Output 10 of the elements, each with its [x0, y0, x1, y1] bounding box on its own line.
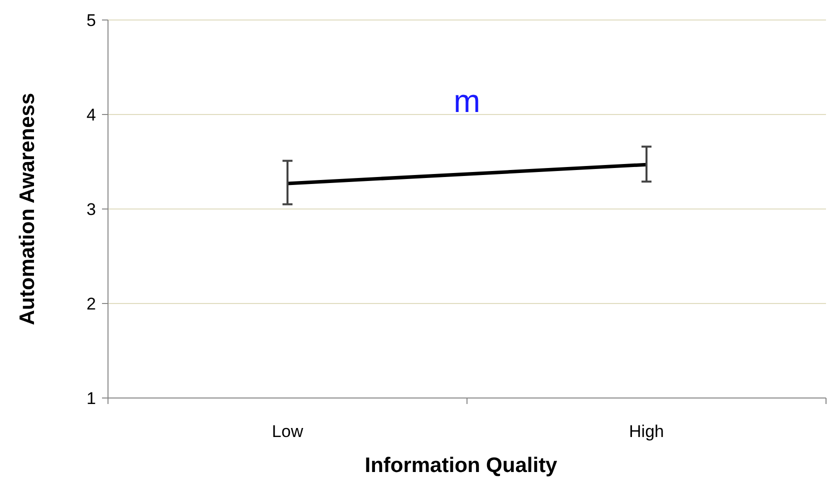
x-axis-title: Information Quality [364, 454, 558, 477]
annotation: m [454, 83, 480, 119]
y-tick-label: 4 [86, 105, 96, 124]
y-tick-label: 1 [86, 388, 96, 408]
y-tick-label: 2 [86, 294, 96, 314]
y-tick-label: 3 [86, 200, 96, 219]
y-axis-title: Automation Awareness [16, 92, 39, 326]
x-tick-label: High [629, 422, 664, 441]
y-tick-label: 5 [86, 10, 96, 30]
x-tick-label: Low [272, 422, 304, 441]
